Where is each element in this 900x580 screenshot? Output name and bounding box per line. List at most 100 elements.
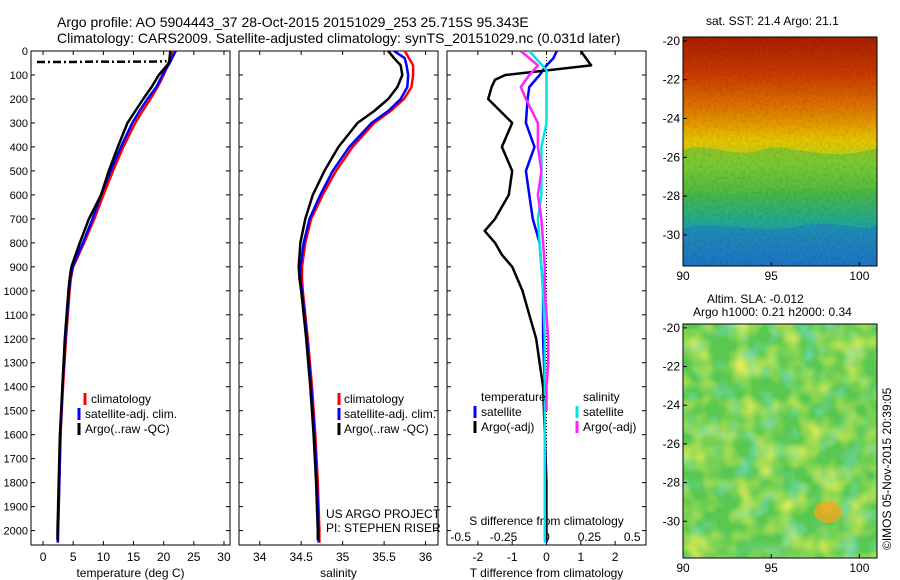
depth-tick-label: 2000 — [4, 526, 28, 538]
x-tick-label: 0 — [543, 550, 550, 564]
x-tick-label: 2 — [612, 550, 619, 564]
lat-tick-label: -20 — [663, 321, 681, 335]
depth-tick-label: 1200 — [4, 334, 28, 346]
series-line-climatology — [56, 50, 174, 543]
lat-tick-label: -24 — [663, 112, 681, 126]
x-tick-label: 20 — [157, 550, 171, 564]
x-tick-label: -2 — [473, 550, 484, 564]
depth-tick-label: 300 — [10, 118, 28, 130]
lat-tick-label: -28 — [663, 189, 681, 203]
depth-tick-label: 1400 — [4, 382, 28, 394]
credit-pi: PI: STEPHEN RISER — [326, 521, 441, 535]
panel-0: 0 5 10 15 20 25 30 temperature (deg C) — [37, 50, 231, 580]
series-line-argo-raw-qc- — [297, 50, 404, 541]
depth-tick-label: 1800 — [4, 478, 28, 490]
sla-map — [682, 323, 878, 559]
x-tick-label: -1 — [507, 550, 518, 564]
sla-map-lows — [683, 324, 877, 558]
lon-tick-label: 95 — [765, 561, 779, 575]
legend-heading-temperature: temperature — [481, 390, 546, 404]
imos-timestamp: ©IMOS 05-Nov-2015 20:39:05 — [880, 387, 894, 550]
x-tick-label: 1 — [577, 550, 584, 564]
s-diff-tick-label: -0.25 — [490, 530, 518, 544]
x-tick-label: 35.5 — [372, 550, 396, 564]
x-tick-label: 0 — [40, 550, 47, 564]
x-axis-label: T difference from climatology — [470, 566, 624, 580]
depth-tick-label: 1000 — [4, 286, 28, 298]
depth-tick-label: 1700 — [4, 454, 28, 466]
x-axis-label: salinity — [320, 566, 357, 580]
s-diff-tick-label: 0.5 — [624, 530, 641, 544]
sla-map-frame — [682, 323, 878, 559]
lat-tick-label: -20 — [663, 34, 681, 48]
legend-label-temp-argo: Argo(-adj) — [481, 420, 534, 434]
depth-tick-label: 1100 — [4, 310, 28, 322]
argo-height-readout: Argo h1000: 0.21 h2000: 0.34 — [693, 305, 852, 319]
depth-tick-label: 200 — [10, 94, 28, 106]
series-line-temperature-satellite — [524, 50, 558, 543]
series-line-salinity-argo-adj- — [519, 50, 550, 411]
lat-tick-label: -30 — [663, 514, 681, 528]
sst-map-frame — [682, 36, 878, 267]
legend-label-sal-argo: Argo(-adj) — [583, 420, 636, 434]
lat-tick-label: -22 — [663, 73, 681, 87]
depth-tick-label: 1600 — [4, 430, 28, 442]
salinity-panel-frame — [238, 50, 439, 546]
lat-tick-label: -26 — [663, 150, 681, 164]
lat-tick-label: -28 — [663, 476, 681, 490]
sst-map-texture — [683, 37, 877, 266]
figure-title-line1: Argo profile: AO 5904443_37 28-Oct-2015 … — [57, 14, 529, 30]
depth-tick-label: 500 — [10, 166, 28, 178]
x-tick-label: 25 — [187, 550, 201, 564]
series-line-argo-raw-qc- — [56, 50, 172, 541]
x-tick-label: 35 — [336, 550, 350, 564]
sst-map — [682, 36, 878, 267]
series-line-argo-flagged — [37, 60, 167, 64]
depth-tick-label: 1500 — [4, 406, 28, 418]
depth-tick-label: 400 — [10, 142, 28, 154]
legend-label-climatology: climatology — [344, 392, 404, 406]
legend-label-satellite: satellite-adj. clim. — [344, 407, 436, 421]
legend-label-argo: Argo(..raw -QC) — [344, 422, 429, 436]
sla-map-title: Altim. SLA: -0.012 — [707, 292, 804, 306]
lon-tick-label: 100 — [849, 269, 869, 283]
x-tick-label: 30 — [217, 550, 231, 564]
lon-tick-label: 95 — [765, 269, 779, 283]
depth-tick-label: 100 — [10, 70, 28, 82]
legend-label-temp-satellite: satellite — [481, 405, 522, 419]
x-tick-label: 10 — [97, 550, 111, 564]
series-line-temperature-argo-adj- — [483, 50, 593, 541]
x-tick-label: 34 — [253, 550, 267, 564]
lat-tick-label: -22 — [663, 360, 681, 374]
legend-label-climatology: climatology — [91, 392, 151, 406]
lon-tick-label: 90 — [676, 269, 690, 283]
depth-tick-label: 1900 — [4, 502, 28, 514]
s-diff-tick-label: 0.25 — [578, 530, 602, 544]
depth-tick-label: 700 — [10, 214, 28, 226]
sst-map-title: sat. SST: 21.4 Argo: 21.1 — [706, 14, 839, 28]
x-tick-label: 36 — [419, 550, 433, 564]
lat-tick-label: -24 — [663, 398, 681, 412]
series-line-satellite-adj-clim- — [56, 50, 177, 543]
depth-tick-label: 900 — [10, 262, 28, 274]
lon-tick-label: 100 — [849, 561, 869, 575]
x-axis-label: temperature (deg C) — [76, 566, 184, 580]
depth-tick-label: 0 — [22, 46, 28, 58]
series-line-salinity-satellite — [528, 50, 548, 543]
lat-tick-label: -26 — [663, 437, 681, 451]
x-tick-label: 15 — [127, 550, 141, 564]
x-tick-label: 5 — [70, 550, 77, 564]
temperature-legend: climatology satellite-adj. clim. Argo(..… — [77, 392, 177, 436]
lat-tick-label: -30 — [663, 228, 681, 242]
panel-1: 34 34.5 35 35.5 36 salinity — [253, 49, 433, 580]
sla-map-peak — [814, 501, 842, 523]
depth-tick-label: 600 — [10, 190, 28, 202]
s-diff-tick-label: -0.5 — [450, 530, 471, 544]
credit-project: US ARGO PROJECT — [326, 507, 441, 521]
x-tick-label: 34.5 — [290, 550, 314, 564]
depth-tick-label: 1300 — [4, 358, 28, 370]
depth-tick-label: 800 — [10, 238, 28, 250]
legend-label-argo: Argo(..raw -QC) — [85, 422, 170, 436]
